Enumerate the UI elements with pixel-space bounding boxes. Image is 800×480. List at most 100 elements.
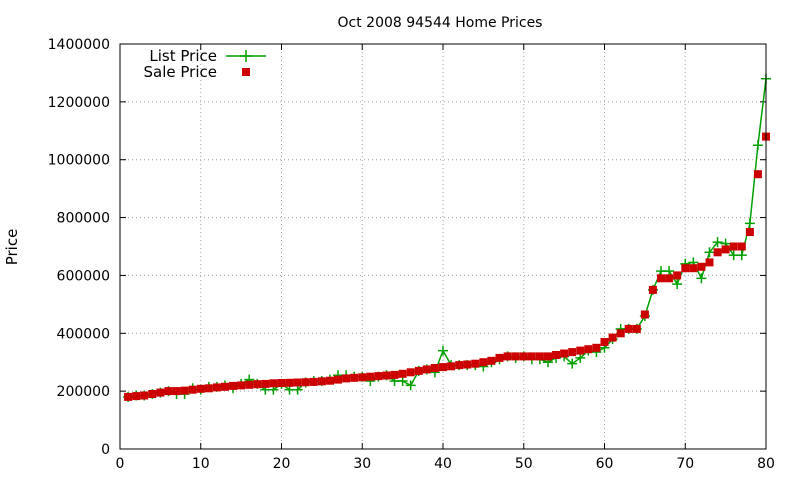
sale-price-point [584, 345, 593, 354]
sale-price-point [447, 362, 456, 371]
sale-price-point [471, 359, 480, 368]
sale-price-point [414, 366, 423, 375]
sale-price-point [503, 352, 512, 361]
legend-label-sale-price: Sale Price [144, 63, 217, 81]
sale-price-point [600, 338, 609, 346]
x-tick-label: 70 [676, 456, 694, 472]
sale-price-point [124, 392, 133, 401]
sale-price-point [648, 285, 657, 294]
sale-price-point [487, 356, 496, 365]
x-tick-label: 50 [515, 456, 533, 472]
sale-price-point [172, 387, 181, 396]
sale-price-point [568, 348, 577, 357]
sale-price-point [406, 368, 415, 377]
x-tick-label: 0 [116, 456, 125, 472]
list-price-point [712, 237, 723, 248]
series-line-list-price [127, 78, 767, 398]
legend: List Price Sale Price [144, 47, 266, 81]
sale-price-point [358, 373, 367, 382]
sale-price-point [665, 274, 674, 283]
sale-price-point [640, 310, 649, 319]
sale-price-point [148, 390, 157, 398]
list-price-point [744, 218, 755, 229]
sale-price-point [350, 373, 359, 382]
y-tick-label: 1400000 [48, 37, 110, 53]
sale-price-point [212, 383, 221, 392]
sale-price-point [237, 381, 246, 390]
sale-price-point [366, 372, 375, 381]
plot-area [123, 73, 771, 402]
list-price-point [567, 358, 578, 369]
sale-price-point [342, 374, 351, 383]
sale-price-point [479, 358, 488, 367]
sale-price-point [576, 346, 585, 355]
sale-price-point [301, 378, 310, 387]
plot-frame [119, 43, 767, 450]
chart-title: Oct 2008 94544 Home Prices [338, 15, 543, 31]
legend-marker-sale-price [242, 68, 250, 76]
y-tick-label: 1200000 [48, 95, 110, 111]
x-tick-label: 60 [596, 456, 614, 472]
x-tick-label: 10 [192, 456, 210, 472]
y-axis-label: Price [3, 229, 21, 266]
sale-price-point [132, 392, 141, 401]
sale-price-point [285, 378, 294, 387]
y-tick-label: 800000 [57, 211, 110, 227]
sale-price-point [729, 242, 738, 251]
sale-price-point [253, 380, 262, 389]
sale-price-point [390, 370, 399, 379]
sale-price-point [624, 324, 633, 333]
sale-price-point [535, 352, 544, 361]
sale-price-point [697, 262, 706, 271]
sale-price-point [221, 382, 229, 391]
list-price-point [672, 279, 683, 290]
sale-price-point [552, 351, 560, 359]
sale-price-point [269, 379, 278, 388]
sale-price-point [713, 248, 722, 257]
list-price-point [752, 140, 763, 151]
sale-price-point [140, 391, 149, 400]
y-tick-label: 600000 [57, 268, 110, 284]
sale-price-point [382, 371, 391, 380]
sale-price-point [592, 343, 601, 352]
sale-price-point [326, 376, 334, 385]
sale-price-point [753, 170, 762, 179]
sale-price-point [519, 352, 528, 361]
x-tick-label: 30 [353, 456, 371, 472]
list-price-point [696, 273, 707, 284]
legend-marker-list-price [240, 50, 252, 62]
sale-price-point [745, 228, 754, 236]
sale-price-point [430, 364, 439, 372]
sale-price-point [398, 369, 407, 378]
sale-price-point [334, 375, 342, 384]
list-price-point [704, 247, 715, 258]
x-tick-label: 80 [757, 456, 775, 472]
sale-price-point [180, 386, 189, 395]
sale-price-point [164, 387, 173, 396]
sale-price-point [277, 379, 286, 387]
axis-ticks: 0 10 20 30 40 50 60 70 80 0 200000 400000 600000 8000… [48, 37, 775, 472]
sale-price-point [261, 379, 270, 388]
sale-price-point [229, 381, 238, 390]
sale-price-point [188, 385, 197, 394]
sale-price-point [657, 274, 665, 283]
y-tick-label: 1000000 [48, 153, 110, 169]
list-price-point [438, 345, 448, 356]
y-tick-label: 0 [101, 442, 110, 458]
sale-price-point [455, 361, 464, 370]
sale-price-point [544, 352, 552, 361]
sale-price-point [608, 333, 617, 342]
sale-price-point [245, 380, 254, 389]
y-tick-label: 200000 [57, 384, 110, 400]
sale-price-point [463, 360, 472, 369]
sale-price-point [204, 384, 213, 393]
sale-price-point [737, 242, 746, 251]
sale-price-point [527, 352, 536, 361]
sale-price-point [196, 384, 205, 393]
sale-price-point [681, 264, 690, 273]
sale-price-point [705, 258, 714, 267]
sale-price-point [422, 365, 431, 374]
sale-price-point [309, 377, 318, 386]
sale-price-point [511, 352, 520, 361]
